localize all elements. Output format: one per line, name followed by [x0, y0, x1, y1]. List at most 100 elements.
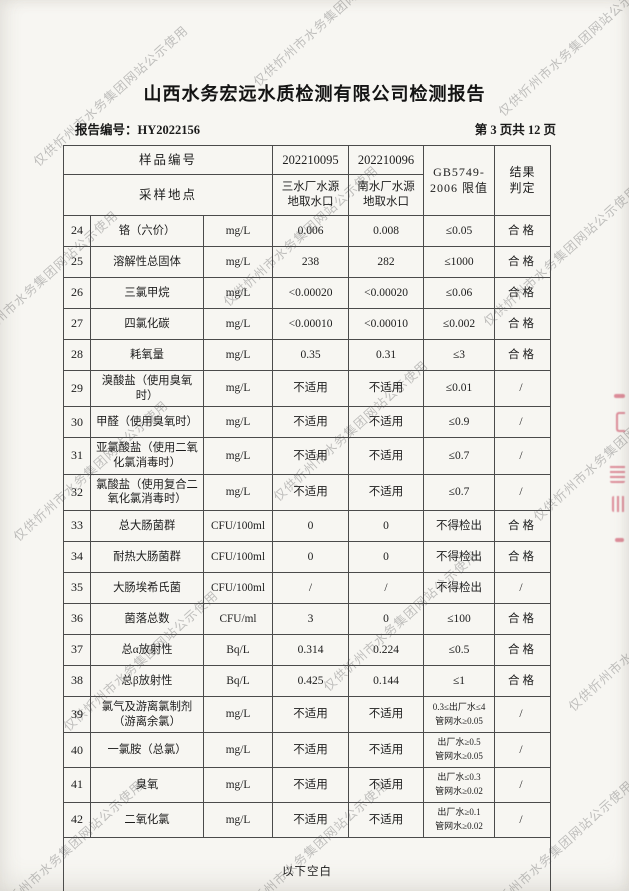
table-row: 32 氯酸盐（使用复合二 氧化氯消毒时） mg/L 不适用 不适用 ≤0.7 / [63, 473, 552, 512]
sample1-value: 不适用 [272, 696, 350, 734]
limit-value: ≤0.002 [423, 308, 496, 340]
sample1-value: 3 [272, 603, 350, 636]
sample2-value: 不适用 [348, 406, 425, 439]
limit-value: 不得检出 [423, 572, 496, 605]
table-row: 40 一氯胺（总氯） mg/L 不适用 不适用 出厂水≥0.5 管网水≥0.05… [63, 732, 552, 769]
sample2-value: 不适用 [348, 696, 425, 734]
parameter-name: 溶解性总固体 [90, 246, 204, 278]
parameter-name: 氯酸盐（使用复合二 氧化氯消毒时） [90, 473, 204, 512]
table-row: 37 总α放射性 Bq/L 0.314 0.224 ≤0.5 合格 [63, 634, 552, 667]
result-judgment: 合格 [494, 277, 552, 309]
table-row: 39 氯气及游离氯制剂 （游离余氯） mg/L 不适用 不适用 0.3≤出厂水≤… [63, 696, 552, 734]
result-judgment: / [494, 572, 552, 605]
table-row: 31 亚氯酸盐（使用二氧 化氯消毒时） mg/L 不适用 不适用 ≤0.7 / [63, 437, 552, 475]
sample2-value: <0.00020 [348, 277, 425, 309]
sample2-value: 0 [348, 541, 425, 574]
sample2-value: 不适用 [348, 732, 425, 769]
blank-note: 以下空白 [62, 837, 552, 891]
parameter-name: 铬（六价） [90, 215, 204, 247]
result-judgment: / [494, 437, 552, 475]
unit-cell: mg/L [202, 406, 274, 439]
sample1-value: 0 [272, 510, 350, 543]
result-judgment: / [494, 369, 552, 408]
sample2-value: 0.31 [348, 339, 425, 371]
sample1-value: / [272, 572, 350, 605]
parameter-name: 臭氧 [90, 767, 204, 804]
row-index: 42 [63, 802, 91, 838]
unit-cell: mg/L [202, 308, 274, 340]
report-number: 报告编号：HY2022156 [75, 119, 200, 138]
result-judgment: 合格 [494, 510, 552, 543]
sample2-value: / [348, 572, 425, 605]
sample2-value: 不适用 [348, 802, 425, 838]
row-index: 26 [63, 277, 91, 309]
limit-value: ≤0.9 [423, 406, 496, 439]
unit-cell: Bq/L [202, 665, 274, 698]
sample2-value: 不适用 [348, 767, 425, 804]
result-column-header: 结果 判定 [494, 145, 552, 216]
result-judgment: 合格 [494, 215, 552, 247]
table-row: 24 铬（六价） mg/L 0.006 0.008 ≤0.05 合格 [63, 215, 552, 247]
row-index: 30 [63, 406, 91, 439]
sample1-value: 0.314 [272, 634, 350, 667]
limit-value: 不得检出 [423, 510, 496, 543]
unit-cell: CFU/100ml [202, 572, 274, 605]
limit-value: 0.3≤出厂水≤4 管网水≥0.05 [423, 696, 496, 734]
parameter-name: 总β放射性 [90, 665, 204, 698]
row-index: 38 [63, 665, 91, 698]
result-judgment: / [494, 696, 552, 734]
table-header: 样品编号 202210095 202210096 GB5749- 2006 限值… [62, 145, 552, 216]
sample2-value: 0.144 [348, 665, 425, 698]
result-judgment: / [494, 767, 552, 804]
unit-cell: CFU/100ml [202, 541, 274, 574]
row-index: 41 [63, 767, 91, 804]
sample1-value: 0 [272, 541, 350, 574]
limit-value: ≤0.06 [423, 277, 496, 309]
result-judgment: / [494, 802, 552, 838]
row-index: 24 [63, 215, 91, 247]
limit-value: ≤0.01 [423, 369, 496, 408]
sample1-value: 不适用 [272, 802, 350, 838]
sample1-value: 不适用 [272, 369, 350, 408]
limit-value: ≤100 [423, 603, 496, 636]
table-row: 27 四氯化碳 mg/L <0.00010 <0.00010 ≤0.002 合格 [63, 308, 552, 340]
sample-no-label: 样品编号 [62, 145, 274, 175]
parameter-name: 菌落总数 [90, 603, 204, 636]
sample1-value: 238 [272, 246, 350, 278]
row-index: 31 [63, 437, 91, 475]
results-body: 24 铬（六价） mg/L 0.006 0.008 ≤0.05 合格 25 溶解… [63, 215, 552, 838]
table-row: 28 耗氧量 mg/L 0.35 0.31 ≤3 合格 [63, 339, 552, 371]
unit-cell: mg/L [202, 339, 274, 371]
sample1-value: 不适用 [272, 406, 350, 439]
red-stamp-fragment [603, 392, 629, 557]
unit-cell: mg/L [202, 473, 274, 512]
limit-column-header: GB5749- 2006 限值 [423, 145, 496, 216]
report-number-value: HY2022156 [137, 123, 201, 137]
row-index: 27 [63, 308, 91, 340]
parameter-name: 三氯甲烷 [90, 277, 204, 309]
limit-value: 不得检出 [423, 541, 496, 574]
limit-value: ≤1 [423, 665, 496, 698]
limit-value: ≤0.7 [423, 473, 496, 512]
limit-value: ≤3 [423, 339, 496, 371]
unit-cell: mg/L [202, 732, 274, 769]
sample1-value: 不适用 [272, 473, 350, 512]
sample1-value: 0.35 [272, 339, 350, 371]
row-index: 28 [63, 339, 91, 371]
result-judgment: 合格 [494, 541, 552, 574]
table-row: 25 溶解性总固体 mg/L 238 282 ≤1000 合格 [63, 246, 552, 278]
sample2-value: 不适用 [348, 437, 425, 475]
sample2-number: 202210096 [348, 145, 425, 175]
sample1-value: <0.00020 [272, 277, 350, 309]
report-meta: 报告编号：HY2022156 第 3 页共 12 页 [75, 119, 556, 138]
table-row: 35 大肠埃希氏菌 CFU/100ml / / 不得检出 / [63, 572, 552, 605]
parameter-name: 大肠埃希氏菌 [90, 572, 204, 605]
sample2-value: 282 [348, 246, 425, 278]
sample2-location: 南水厂水源 地取水口 [348, 174, 425, 216]
sample2-value: 0.224 [348, 634, 425, 667]
unit-cell: mg/L [202, 437, 274, 475]
row-index: 40 [63, 732, 91, 769]
sample1-value: <0.00010 [272, 308, 350, 340]
limit-value: ≤0.7 [423, 437, 496, 475]
